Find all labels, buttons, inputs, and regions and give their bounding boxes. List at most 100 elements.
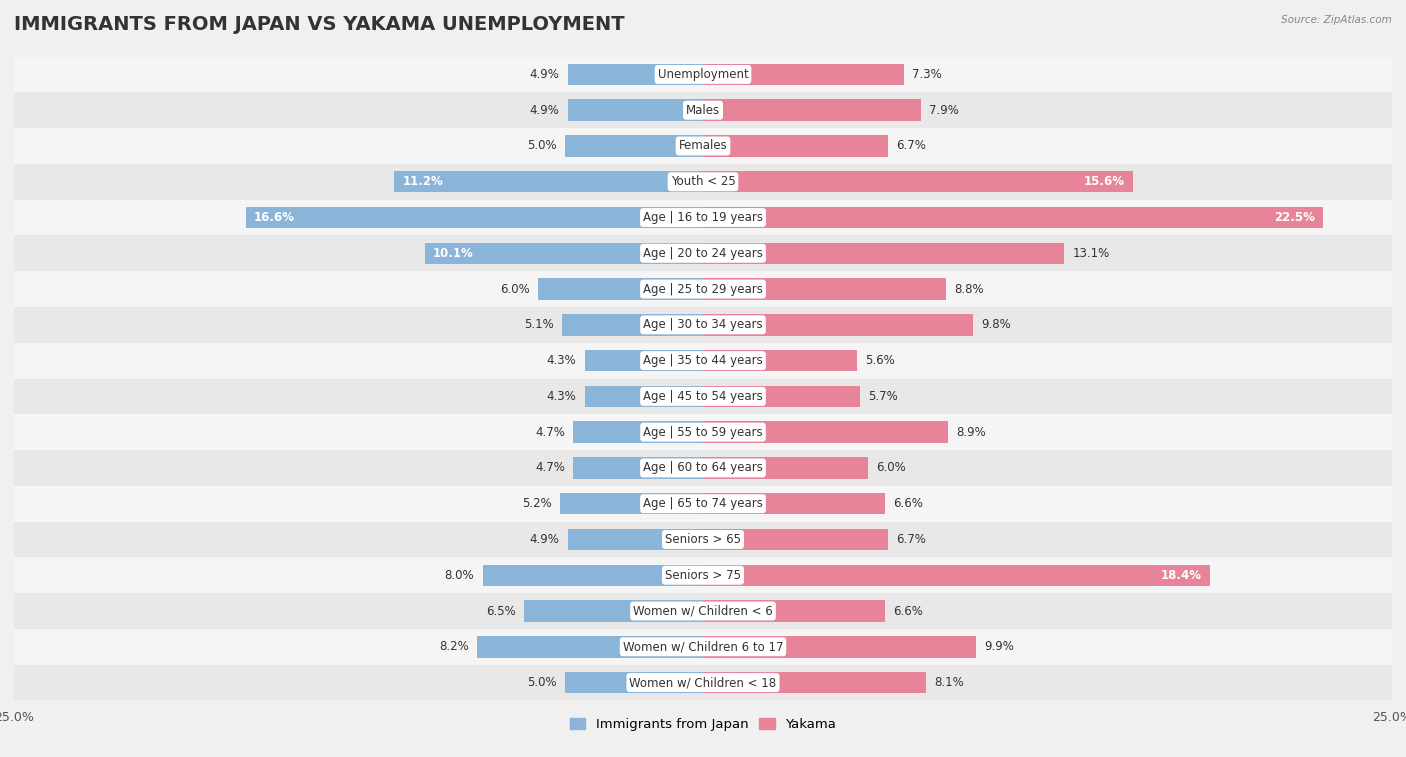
Text: 9.8%: 9.8% [981, 319, 1011, 332]
Bar [703, 207, 1323, 229]
Text: 4.9%: 4.9% [530, 104, 560, 117]
Text: 7.9%: 7.9% [929, 104, 959, 117]
Text: 6.0%: 6.0% [499, 282, 530, 295]
Bar [14, 271, 1392, 307]
Text: 8.0%: 8.0% [444, 569, 474, 581]
Text: 9.9%: 9.9% [984, 640, 1014, 653]
Bar [703, 600, 884, 621]
Text: Age | 45 to 54 years: Age | 45 to 54 years [643, 390, 763, 403]
Text: Seniors > 65: Seniors > 65 [665, 533, 741, 546]
Bar [703, 350, 858, 372]
Text: 13.1%: 13.1% [1073, 247, 1109, 260]
Bar [703, 457, 869, 478]
Text: 4.7%: 4.7% [536, 462, 565, 475]
Bar [565, 671, 703, 693]
Text: Age | 35 to 44 years: Age | 35 to 44 years [643, 354, 763, 367]
Bar [703, 279, 945, 300]
Text: Source: ZipAtlas.com: Source: ZipAtlas.com [1281, 15, 1392, 25]
Bar [394, 171, 703, 192]
Bar [14, 414, 1392, 450]
Text: Youth < 25: Youth < 25 [671, 176, 735, 188]
Text: IMMIGRANTS FROM JAPAN VS YAKAMA UNEMPLOYMENT: IMMIGRANTS FROM JAPAN VS YAKAMA UNEMPLOY… [14, 15, 624, 34]
Bar [585, 385, 703, 407]
Bar [703, 171, 1133, 192]
Text: Women w/ Children < 6: Women w/ Children < 6 [633, 605, 773, 618]
Bar [524, 600, 703, 621]
Text: 6.7%: 6.7% [896, 139, 925, 152]
Bar [703, 422, 948, 443]
Bar [585, 350, 703, 372]
Bar [568, 64, 703, 86]
Text: 8.9%: 8.9% [956, 425, 986, 438]
Text: 6.5%: 6.5% [486, 605, 516, 618]
Text: 5.6%: 5.6% [866, 354, 896, 367]
Text: 6.0%: 6.0% [876, 462, 907, 475]
Text: 7.3%: 7.3% [912, 68, 942, 81]
Bar [560, 493, 703, 515]
Text: 5.0%: 5.0% [527, 139, 557, 152]
Bar [14, 128, 1392, 164]
Text: 5.0%: 5.0% [527, 676, 557, 689]
Text: 16.6%: 16.6% [254, 211, 295, 224]
Text: 4.7%: 4.7% [536, 425, 565, 438]
Bar [565, 136, 703, 157]
Text: 6.7%: 6.7% [896, 533, 925, 546]
Bar [562, 314, 703, 335]
Text: 4.3%: 4.3% [547, 390, 576, 403]
Text: Seniors > 75: Seniors > 75 [665, 569, 741, 581]
Bar [574, 422, 703, 443]
Text: 11.2%: 11.2% [402, 176, 443, 188]
Text: Males: Males [686, 104, 720, 117]
Bar [537, 279, 703, 300]
Bar [574, 457, 703, 478]
Text: 8.1%: 8.1% [935, 676, 965, 689]
Bar [703, 671, 927, 693]
Text: 5.7%: 5.7% [869, 390, 898, 403]
Text: Age | 55 to 59 years: Age | 55 to 59 years [643, 425, 763, 438]
Bar [703, 636, 976, 658]
Bar [703, 64, 904, 86]
Bar [703, 242, 1064, 264]
Text: 5.1%: 5.1% [524, 319, 554, 332]
Text: Age | 20 to 24 years: Age | 20 to 24 years [643, 247, 763, 260]
Text: Females: Females [679, 139, 727, 152]
Bar [14, 557, 1392, 593]
Legend: Immigrants from Japan, Yakama: Immigrants from Japan, Yakama [564, 713, 842, 737]
Bar [14, 92, 1392, 128]
Bar [14, 235, 1392, 271]
Bar [425, 242, 703, 264]
Text: 5.2%: 5.2% [522, 497, 551, 510]
Bar [703, 493, 884, 515]
Bar [477, 636, 703, 658]
Text: Age | 16 to 19 years: Age | 16 to 19 years [643, 211, 763, 224]
Bar [14, 57, 1392, 92]
Text: 22.5%: 22.5% [1274, 211, 1315, 224]
Bar [482, 565, 703, 586]
Bar [703, 99, 921, 121]
Text: 8.2%: 8.2% [439, 640, 468, 653]
Bar [14, 378, 1392, 414]
Text: 6.6%: 6.6% [893, 497, 922, 510]
Text: 10.1%: 10.1% [433, 247, 474, 260]
Text: 6.6%: 6.6% [893, 605, 922, 618]
Text: Age | 65 to 74 years: Age | 65 to 74 years [643, 497, 763, 510]
Bar [14, 450, 1392, 486]
Bar [14, 164, 1392, 200]
Bar [703, 565, 1211, 586]
Text: Age | 30 to 34 years: Age | 30 to 34 years [643, 319, 763, 332]
Bar [14, 486, 1392, 522]
Text: Age | 60 to 64 years: Age | 60 to 64 years [643, 462, 763, 475]
Bar [14, 307, 1392, 343]
Bar [14, 200, 1392, 235]
Text: 8.8%: 8.8% [953, 282, 983, 295]
Text: Unemployment: Unemployment [658, 68, 748, 81]
Bar [14, 629, 1392, 665]
Text: Women w/ Children < 18: Women w/ Children < 18 [630, 676, 776, 689]
Bar [14, 343, 1392, 378]
Text: Age | 25 to 29 years: Age | 25 to 29 years [643, 282, 763, 295]
Bar [246, 207, 703, 229]
Text: 4.9%: 4.9% [530, 533, 560, 546]
Text: 4.9%: 4.9% [530, 68, 560, 81]
Text: Women w/ Children 6 to 17: Women w/ Children 6 to 17 [623, 640, 783, 653]
Bar [568, 99, 703, 121]
